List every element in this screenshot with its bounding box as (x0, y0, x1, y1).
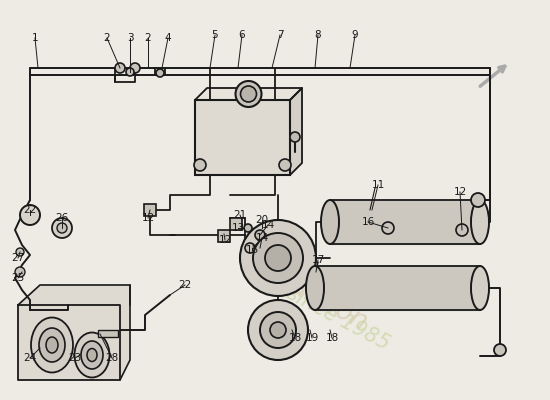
Text: 21: 21 (233, 210, 246, 220)
Text: 18: 18 (326, 333, 339, 343)
Text: 27: 27 (12, 253, 25, 263)
Circle shape (265, 245, 291, 271)
Text: 14: 14 (261, 220, 274, 230)
Text: 5: 5 (212, 30, 218, 40)
Text: 12: 12 (141, 213, 155, 223)
Text: 2: 2 (145, 33, 151, 43)
Circle shape (279, 159, 291, 171)
Text: a passion: a passion (249, 254, 371, 336)
Circle shape (245, 243, 255, 253)
Circle shape (270, 322, 286, 338)
Text: 19: 19 (305, 333, 318, 343)
Circle shape (16, 248, 24, 256)
Circle shape (235, 81, 261, 107)
Circle shape (57, 223, 67, 233)
Ellipse shape (306, 266, 324, 310)
Text: 18: 18 (288, 333, 301, 343)
Text: 20: 20 (255, 215, 268, 225)
Circle shape (290, 132, 300, 142)
Text: 2: 2 (104, 33, 111, 43)
Circle shape (244, 224, 252, 232)
Polygon shape (315, 266, 480, 310)
Circle shape (260, 312, 296, 348)
Circle shape (248, 300, 308, 360)
Text: 14: 14 (255, 233, 268, 243)
Bar (230, 218, 242, 230)
Polygon shape (18, 285, 130, 305)
Ellipse shape (87, 348, 97, 362)
Text: 7: 7 (277, 30, 283, 40)
Circle shape (240, 86, 256, 102)
Bar (218, 230, 230, 242)
Ellipse shape (46, 337, 58, 353)
Circle shape (494, 344, 506, 356)
Ellipse shape (471, 200, 489, 244)
Ellipse shape (74, 332, 109, 378)
Ellipse shape (471, 266, 489, 310)
Circle shape (456, 224, 468, 236)
Ellipse shape (31, 318, 73, 372)
Circle shape (15, 267, 25, 277)
Text: 9: 9 (351, 30, 358, 40)
Text: 26: 26 (56, 213, 69, 223)
Text: 17: 17 (311, 255, 324, 265)
Bar (98, 330, 118, 337)
Circle shape (253, 233, 303, 283)
Polygon shape (290, 88, 302, 175)
Polygon shape (195, 88, 302, 100)
Ellipse shape (39, 328, 65, 362)
Text: 25: 25 (12, 273, 25, 283)
Circle shape (156, 69, 164, 77)
Polygon shape (330, 200, 480, 244)
Circle shape (382, 222, 394, 234)
Text: 4: 4 (164, 33, 171, 43)
Circle shape (20, 205, 40, 225)
Ellipse shape (321, 200, 339, 244)
Bar (144, 204, 156, 216)
Text: 11: 11 (371, 180, 384, 190)
Text: 23: 23 (68, 353, 81, 363)
Circle shape (255, 243, 265, 253)
Bar (195, 100, 290, 175)
Text: 16: 16 (361, 217, 375, 227)
Text: 6: 6 (239, 30, 245, 40)
Circle shape (130, 63, 140, 73)
Text: 15: 15 (245, 245, 258, 255)
Circle shape (255, 230, 265, 240)
Ellipse shape (81, 341, 103, 369)
Text: 24: 24 (23, 353, 37, 363)
Circle shape (471, 193, 485, 207)
Circle shape (240, 220, 316, 296)
Circle shape (126, 68, 134, 76)
Circle shape (52, 218, 72, 238)
Circle shape (194, 159, 206, 171)
Text: 22: 22 (23, 205, 37, 215)
Text: since 1985: since 1985 (283, 282, 393, 354)
Text: 12: 12 (218, 235, 232, 245)
Text: 3: 3 (126, 33, 133, 43)
Text: 12: 12 (453, 187, 466, 197)
Circle shape (115, 63, 125, 73)
Text: 1: 1 (32, 33, 39, 43)
Text: 13: 13 (232, 223, 245, 233)
Text: 8: 8 (315, 30, 321, 40)
Text: 22: 22 (178, 280, 191, 290)
Text: 28: 28 (106, 353, 119, 363)
Polygon shape (18, 285, 130, 380)
